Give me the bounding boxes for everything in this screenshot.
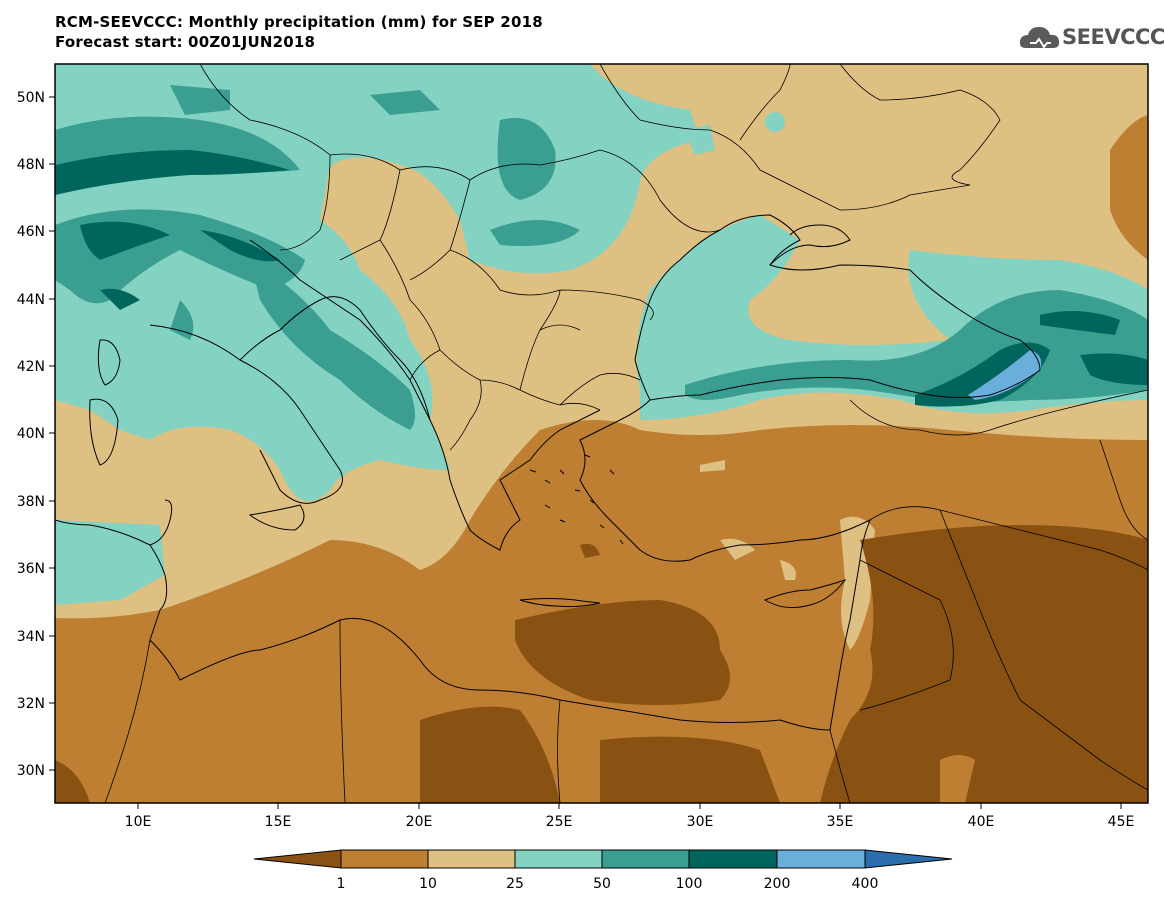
lon-label: 10E — [125, 814, 152, 830]
lat-label: 42N — [17, 359, 45, 375]
lat-label: 36N — [17, 561, 45, 577]
colorbar-labels: 1 10 25 50 100 200 400 — [337, 876, 879, 892]
lon-label: 35E — [827, 814, 854, 830]
colorbar-seg — [514, 849, 603, 869]
lat-label: 38N — [17, 494, 45, 510]
lat-label: 48N — [17, 157, 45, 173]
colorbar-seg — [776, 849, 866, 869]
map-title: RCM-SEEVCCC: Monthly precipitation (mm) … — [55, 12, 543, 52]
colorbar-seg — [340, 849, 429, 869]
seevccc-logo: SEEVCCC — [1018, 20, 1165, 60]
lon-label: 25E — [546, 814, 573, 830]
colorbar-label: 10 — [419, 876, 437, 892]
lat-label: 44N — [17, 292, 45, 308]
precipitation-field — [55, 64, 1148, 803]
lon-label: 45E — [1108, 814, 1135, 830]
lon-label: 30E — [687, 814, 714, 830]
borders — [104, 64, 1148, 803]
lon-label: 40E — [968, 814, 995, 830]
cloud-icon — [1019, 27, 1060, 49]
lon-label: 15E — [265, 814, 292, 830]
colorbar-label: 50 — [593, 876, 611, 892]
colorbar-label: 25 — [506, 876, 524, 892]
lat-tick-labels: 50N 48N 46N 44N 42N 40N 38N 36N 34N 32N … — [17, 90, 45, 779]
colorbar-seg — [427, 849, 516, 869]
colorbar-label: 200 — [764, 876, 791, 892]
title-line-1: RCM-SEEVCCC: Monthly precipitation (mm) … — [55, 13, 543, 31]
lon-label: 20E — [406, 814, 433, 830]
colorbar-label: 400 — [852, 876, 879, 892]
lat-label: 32N — [17, 696, 45, 712]
colorbar-seg — [864, 849, 953, 869]
colorbar-seg — [253, 849, 342, 869]
colorbar — [253, 849, 953, 869]
lat-label: 46N — [17, 224, 45, 240]
colorbar-seg — [688, 849, 778, 869]
axis-ticks — [49, 96, 1122, 809]
colorbar-seg — [601, 849, 690, 869]
coastlines — [55, 214, 1041, 731]
lat-label: 40N — [17, 426, 45, 442]
lat-label: 34N — [17, 629, 45, 645]
title-line-2: Forecast start: 00Z01JUN2018 — [55, 33, 316, 51]
lat-label: 30N — [17, 763, 45, 779]
lat-label: 50N — [17, 90, 45, 106]
colorbar-label: 1 — [337, 876, 346, 892]
logo-text: SEEVCCC — [1062, 25, 1165, 49]
colorbar-label: 100 — [676, 876, 703, 892]
lon-tick-labels: 10E 15E 20E 25E 30E 35E 40E 45E — [125, 814, 1135, 830]
